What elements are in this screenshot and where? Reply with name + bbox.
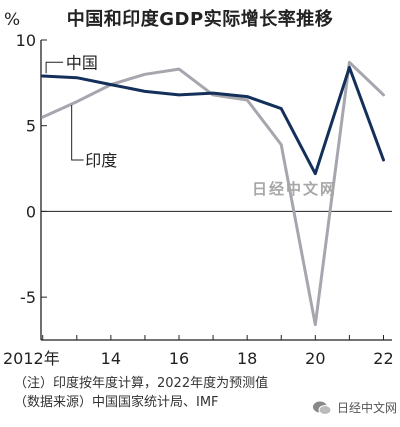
x-tick-label: 20 <box>305 349 325 368</box>
watermark-bottom: 日经中文网 <box>312 399 397 416</box>
series-label-india: 印度 <box>85 151 117 170</box>
watermark-center: 日经中文网 <box>252 180 338 198</box>
y-unit-label: % <box>4 10 21 30</box>
wechat-icon <box>312 400 332 416</box>
y-tick-label: 10 <box>16 31 36 50</box>
note-line-1: （注）印度按年度计算，2022年度为预测值 <box>14 376 269 391</box>
y-tick-label: -5 <box>20 288 36 307</box>
series-line-india <box>41 60 385 327</box>
x-tick-label: 16 <box>169 349 189 368</box>
series-label-china: 中国 <box>66 53 98 72</box>
x-tick-label: 18 <box>237 349 257 368</box>
x-tick-label: 2012年 <box>3 349 60 368</box>
watermark-bottom-label: 日经中文网 <box>337 401 398 415</box>
y-tick-label: 0 <box>26 202 36 221</box>
chart-title: 中国和印度GDP实际增长率推移 <box>66 9 334 30</box>
x-tick-label: 14 <box>101 349 121 368</box>
series-line-china <box>41 65 385 176</box>
china-leader-line <box>45 61 64 74</box>
chart-notes: （注）印度按年度计算，2022年度为预测值 （数据来源）中国国家统计局、IMF <box>14 374 268 412</box>
y-tick-label: 5 <box>26 117 36 136</box>
india-leader-line <box>71 105 84 161</box>
note-line-2: （数据来源）中国国家统计局、IMF <box>14 395 219 410</box>
x-tick-label: 22 <box>373 349 393 368</box>
